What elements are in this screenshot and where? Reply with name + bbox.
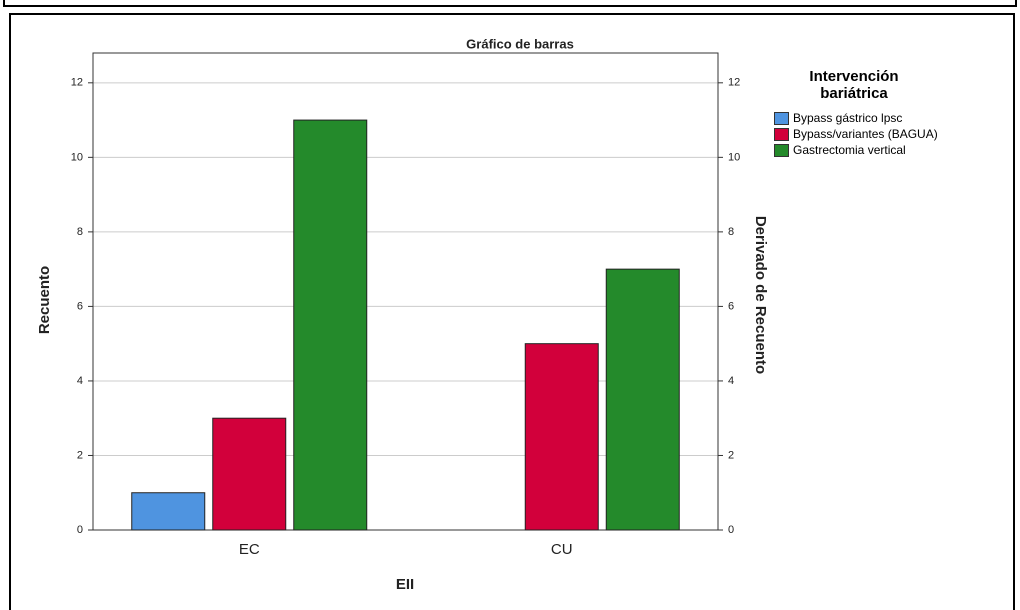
plot-border [92,52,719,531]
frame [9,13,1015,610]
y2-tick-label: 10 [728,151,740,163]
legend-title: Intervención bariátrica [809,68,899,102]
y-tick-label: 2 [77,449,83,461]
y2-tick-label: 6 [728,300,734,312]
y2-tick-label: 12 [728,77,740,89]
x-tick-label: EC [239,541,260,558]
y2-tick-label: 2 [728,449,734,461]
legend-swatch [774,111,789,125]
legend-label: Gastrectomia vertical [793,143,906,157]
legend-label: Bypass/variantes (BAGUA) [793,127,938,141]
y-tick-label: 4 [77,375,83,387]
y-tick-label: 8 [77,226,83,238]
legend-item: Bypass/variantes (BAGUA) [774,126,994,142]
bar [212,417,287,531]
legend-swatch [774,127,789,141]
y-axis-label: Recuento [36,266,53,334]
bar [605,268,680,531]
bar [131,492,206,531]
y2-tick-label: 4 [728,375,734,387]
legend-item: Bypass gástrico lpsc [774,110,994,126]
y2-tick-label: 8 [728,226,734,238]
y-tick-label: 12 [71,77,83,89]
x-axis-label: EII [396,576,414,593]
bar [524,343,599,531]
bar [293,119,368,531]
y-tick-label: 0 [77,524,83,536]
x-tick-label: CU [551,541,573,558]
legend-label: Bypass gástrico lpsc [793,111,903,125]
y-tick-label: 6 [77,300,83,312]
y2-axis-label: Derivado de Recuento [752,216,769,374]
top-frame [3,0,1017,7]
y-tick-label: 10 [71,151,83,163]
legend-swatch [774,143,789,157]
chart-title: Gráfico de barras [466,36,574,51]
legend-item: Gastrectomia vertical [774,142,994,158]
y2-tick-label: 0 [728,524,734,536]
legend: Intervención bariátrica Bypass gástrico … [774,68,994,158]
